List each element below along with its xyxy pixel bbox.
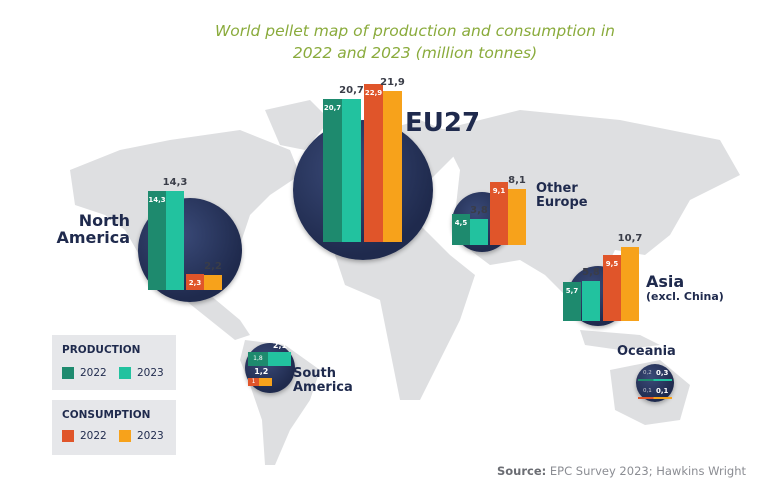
region-name-line-1: North — [78, 211, 130, 230]
value-label-eu27-production-2023: 20,7 — [339, 85, 364, 97]
value-label-other-europe-consumption-2022: 9,1 — [492, 187, 506, 196]
legend-swatch-consumption-2022 — [62, 430, 74, 442]
value-label-asia-excl-china-production-2023: 5,8 — [582, 266, 600, 278]
bar-eu27-production-2023 — [342, 99, 361, 242]
bar-north-america-production-2023 — [166, 191, 184, 290]
value-label-oceania-production-2022: 0,2 — [643, 370, 652, 376]
title-line-1: World pellet map of production and consu… — [214, 22, 615, 40]
bar-asia-excl-china-production-2022 — [563, 281, 581, 321]
region-label-asia-excl-china: Asia (excl. China) — [646, 272, 724, 303]
bar-north-america-consumption-2022 — [186, 274, 204, 290]
value-label-eu27-consumption-2022: 22,9 — [364, 88, 383, 97]
bar-eu27-consumption-2022 — [364, 83, 383, 242]
bar-other-europe-production-2022 — [452, 213, 470, 245]
value-label-asia-excl-china-consumption-2023: 10,7 — [617, 233, 643, 245]
value-label-other-europe-consumption-2023: 8,1 — [508, 175, 526, 187]
value-label-eu27-consumption-2023: 21,9 — [380, 76, 405, 88]
value-label-north-america-consumption-2022: 2,3 — [188, 279, 202, 288]
region-circle-eu27 — [293, 120, 433, 260]
bar-south-america-production-2023 — [267, 352, 291, 366]
region-label-eu27: EU27 — [405, 108, 481, 138]
legend-swatch-production-2022 — [62, 367, 74, 379]
bar-south-america-consumption-2022: 1 — [248, 378, 259, 386]
chart-title: World pellet map of production and consu… — [0, 20, 770, 64]
line-oceania-production — [638, 379, 672, 381]
bar-eu27-production-2022 — [323, 99, 342, 242]
region-name-line-1: Oceania — [617, 344, 676, 359]
value-label-south-america-consumption-2023: 1,2 — [254, 367, 269, 376]
bar-north-america-production-2022 — [148, 191, 166, 290]
legend-label-production-2022: 2022 — [80, 367, 107, 379]
bar-other-europe-consumption-2022 — [490, 182, 508, 245]
region-name-line-1: Asia — [646, 272, 685, 291]
region-name-line-2: America — [293, 379, 353, 395]
value-label-oceania-production-2023: 0,3 — [656, 369, 669, 377]
bar-south-america-production-2022: 1,8 — [248, 352, 268, 366]
value-label-north-america-production-2023: 14,3 — [162, 177, 188, 189]
bar-other-europe-consumption-2023 — [508, 189, 526, 245]
legend-label-production-2023: 2023 — [137, 367, 164, 379]
value-label-oceania-consumption-2022: 0,1 — [643, 388, 652, 394]
value-label-other-europe-production-2022: 4,5 — [454, 218, 468, 227]
legend-swatch-consumption-2023 — [119, 430, 131, 442]
source-note: Source: EPC Survey 2023; Hawkins Wright — [497, 464, 746, 478]
region-name-line-2: (excl. China) — [646, 289, 724, 303]
value-label-other-europe-production-2023: 3,8 — [470, 204, 488, 216]
value-label-north-america-consumption-2023: 2,2 — [204, 260, 222, 272]
bar-asia-excl-china-consumption-2023 — [621, 247, 639, 321]
greenland-landmass — [265, 100, 330, 150]
region-name-line-2: Europe — [536, 194, 588, 210]
bar-south-america-consumption-2023 — [259, 378, 273, 386]
region-label-other-europe: Other Europe — [536, 182, 588, 209]
legend-label-consumption-2023: 2023 — [137, 430, 164, 442]
bar-north-america-consumption-2023 — [204, 274, 222, 290]
legend-consumption-title: CONSUMPTION — [62, 409, 151, 421]
bar-eu27-consumption-2023 — [383, 90, 402, 242]
value-label-asia-excl-china-production-2022: 5,7 — [565, 286, 579, 295]
source-text: EPC Survey 2023; Hawkins Wright — [549, 464, 746, 478]
bar-other-europe-production-2023 — [470, 218, 488, 245]
region-circle-oceania — [636, 364, 674, 402]
region-name-line-1: Other — [536, 181, 578, 196]
value-label-asia-excl-china-consumption-2022: 9,5 — [605, 260, 619, 269]
legend-production-title: PRODUCTION — [62, 344, 141, 356]
region-name-line-2: America — [56, 227, 130, 247]
region-label-south-america: South America — [293, 367, 353, 394]
value-label-eu27-production-2022: 20,7 — [323, 104, 342, 113]
region-label-oceania: Oceania — [617, 345, 676, 359]
region-label-north-america: North America — [55, 211, 130, 247]
bar-asia-excl-china-production-2023 — [582, 280, 600, 321]
title-line-2: 2022 and 2023 (million tonnes) — [292, 44, 538, 62]
value-label-south-america-production-2023: 2,1 — [272, 341, 288, 350]
asia-landmass — [440, 110, 740, 300]
line-oceania-consumption — [638, 397, 672, 399]
legend-production: PRODUCTION 2022 2023 — [52, 335, 176, 390]
source-label: Source: — [496, 464, 547, 478]
bar-asia-excl-china-consumption-2022 — [603, 255, 621, 321]
value-label-north-america-production-2022: 14,3 — [148, 196, 166, 205]
legend-label-consumption-2022: 2022 — [80, 430, 107, 442]
legend-consumption: CONSUMPTION 2022 2023 — [52, 400, 176, 455]
value-label-oceania-consumption-2023: 0,1 — [656, 387, 669, 395]
region-name-line-1: EU27 — [405, 108, 481, 138]
africa-landmass — [335, 225, 475, 400]
legend-swatch-production-2023 — [119, 367, 131, 379]
indonesia-landmass — [580, 330, 660, 350]
region-name-line-1: South — [293, 366, 337, 381]
